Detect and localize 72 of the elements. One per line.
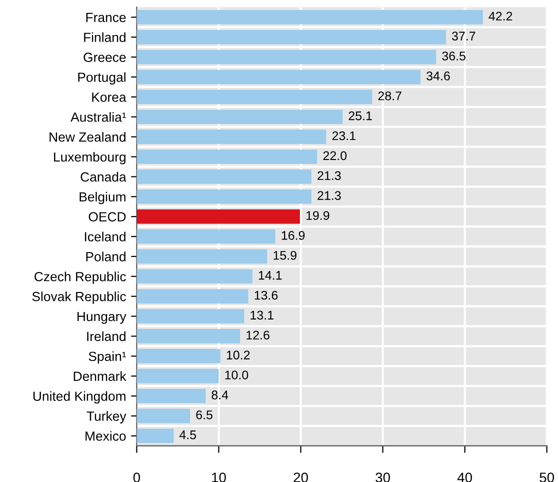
y-tick-label: Belgium bbox=[80, 192, 126, 204]
x-tick-label: 30 bbox=[376, 472, 390, 482]
y-tick-label: Turkey bbox=[86, 411, 126, 424]
y-tick-label: Greece bbox=[84, 52, 126, 62]
y-tick-label: Ireland bbox=[87, 331, 126, 342]
y-tick-label: United Kingdom bbox=[33, 391, 126, 404]
bar bbox=[136, 30, 446, 44]
y-tick-label: OECD bbox=[88, 212, 126, 222]
y-tick-label: Denmark bbox=[74, 371, 126, 381]
bar bbox=[136, 388, 206, 404]
bar bbox=[136, 408, 190, 424]
x-tick-label: 0 bbox=[133, 472, 140, 482]
data-label: 6.5 bbox=[196, 410, 212, 420]
x-tick-label: 10 bbox=[212, 472, 226, 482]
data-label: 10.2 bbox=[226, 350, 250, 360]
bar bbox=[136, 70, 421, 84]
y-tick-label: Australia¹ bbox=[70, 112, 126, 122]
data-label: 13.6 bbox=[254, 290, 278, 300]
y-tick-label: Poland bbox=[86, 252, 126, 262]
y-tick-label: Luxembourg bbox=[54, 152, 126, 164]
y-tick-label: Canada bbox=[80, 172, 126, 182]
y-tick-label: Spain¹ bbox=[88, 351, 126, 364]
data-label: 36.5 bbox=[442, 52, 466, 60]
y-tick-label: Korea bbox=[92, 92, 126, 102]
data-label: 42.2 bbox=[488, 12, 512, 20]
y-tick-label: Slovak Republic bbox=[32, 292, 126, 304]
bar bbox=[136, 209, 300, 224]
y-tick-label: Iceland bbox=[84, 232, 126, 242]
bar bbox=[136, 10, 483, 24]
y-tick-label: Finland bbox=[84, 32, 126, 42]
data-label: 15.9 bbox=[274, 250, 296, 260]
y-tick-label: France bbox=[86, 12, 126, 22]
data-label: 21.3 bbox=[318, 191, 341, 200]
data-label: 21.3 bbox=[318, 171, 341, 180]
data-label: 16.9 bbox=[282, 231, 305, 240]
data-label: 25.1 bbox=[348, 111, 372, 120]
x-tick-label: 50 bbox=[540, 472, 554, 482]
bar bbox=[136, 50, 436, 64]
data-label: 34.6 bbox=[426, 72, 450, 80]
bar bbox=[136, 90, 372, 104]
bar bbox=[136, 368, 219, 384]
bar bbox=[136, 130, 326, 144]
x-tick-label: 40 bbox=[457, 472, 472, 482]
data-label: 37.7 bbox=[452, 32, 476, 40]
data-label: 10.0 bbox=[225, 370, 248, 380]
data-label: 13.1 bbox=[250, 310, 274, 320]
data-label: 28.7 bbox=[378, 91, 402, 100]
bar bbox=[136, 289, 248, 304]
data-label: 23.1 bbox=[332, 131, 356, 140]
data-label: 22.0 bbox=[323, 151, 347, 160]
bar bbox=[136, 229, 276, 244]
bar bbox=[136, 170, 312, 184]
bar bbox=[136, 309, 244, 324]
bar bbox=[136, 189, 312, 204]
y-tick-label: Hungary bbox=[78, 312, 126, 324]
bar bbox=[136, 110, 343, 124]
data-label: 8.4 bbox=[212, 390, 228, 400]
y-tick-label: Portugal bbox=[78, 72, 126, 85]
y-tick-label: Mexico bbox=[86, 431, 126, 441]
bar bbox=[136, 428, 174, 444]
bar bbox=[136, 249, 268, 264]
bar bbox=[136, 269, 252, 284]
x-tick-label: 20 bbox=[294, 472, 308, 482]
data-label: 12.6 bbox=[246, 330, 270, 340]
bar bbox=[136, 348, 220, 364]
y-tick-label: Czech Republic bbox=[34, 272, 126, 284]
data-label: 14.1 bbox=[258, 271, 282, 280]
bar bbox=[136, 329, 240, 344]
bar bbox=[136, 150, 318, 164]
y-tick-label: New Zealand bbox=[50, 132, 126, 142]
data-label: 4.5 bbox=[179, 430, 196, 440]
data-label: 19.9 bbox=[306, 211, 330, 220]
